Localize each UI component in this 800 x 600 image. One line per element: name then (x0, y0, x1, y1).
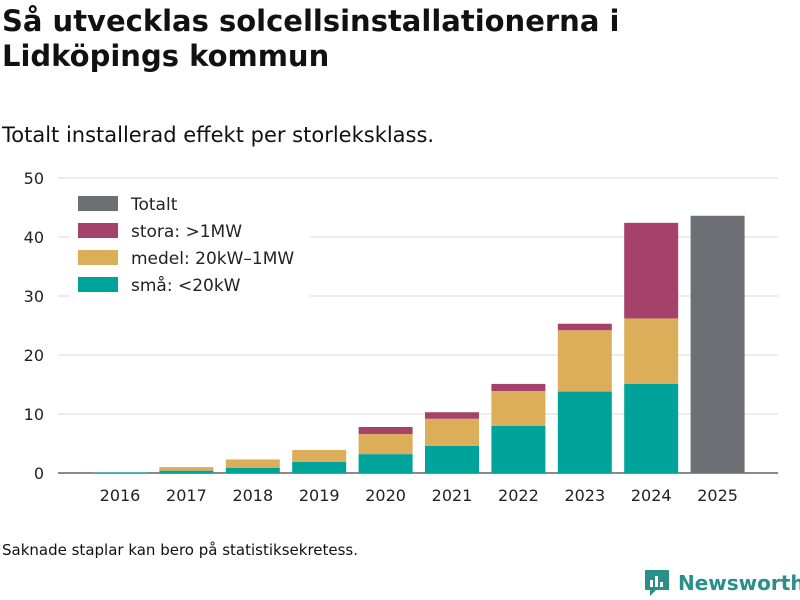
x-tick-label: 2024 (631, 486, 672, 505)
bar-segment (225, 467, 280, 473)
bar-segment (491, 383, 546, 391)
bar-segment (491, 390, 546, 426)
y-tick-label: 20 (24, 346, 44, 365)
bar-segment (93, 472, 147, 473)
bar-chart-icon (645, 570, 669, 596)
x-tick-label: 2018 (232, 486, 273, 505)
y-tick-label: 30 (24, 287, 44, 306)
x-tick-label: 2022 (498, 486, 539, 505)
bar-segment (624, 222, 679, 319)
bar-segment (557, 330, 612, 392)
legend-swatch (78, 196, 118, 211)
bar-segment (225, 459, 280, 468)
legend-label: medel: 20kW–1MW (131, 249, 294, 269)
bar-segment (557, 323, 612, 331)
legend-label: Totalt (130, 195, 178, 215)
legend-swatch (78, 250, 118, 265)
y-tick-label: 50 (24, 169, 44, 188)
x-tick-label: 2020 (365, 486, 406, 505)
legend-swatch (78, 277, 118, 292)
bar-segment (358, 434, 413, 455)
x-tick-label: 2021 (432, 486, 473, 505)
bar-segment (425, 412, 479, 419)
x-tick-label: 2025 (697, 486, 738, 505)
bar-segment (624, 318, 679, 384)
chart-title: Så utvecklas solcellsinstallationerna i … (2, 4, 620, 73)
y-tick-label: 10 (24, 405, 44, 424)
bar-segment (159, 467, 214, 471)
bar-segment (425, 418, 479, 446)
legend-label: små: <20kW (131, 275, 241, 296)
brand-label: Newsworthy (678, 571, 800, 595)
brand-logo: Newsworthy (644, 568, 800, 598)
x-tick-label: 2019 (299, 486, 340, 505)
y-tick-label: 0 (34, 464, 44, 483)
bar-segment (624, 383, 679, 473)
bar-segment (690, 215, 745, 473)
chart-subtitle: Totalt installerad effekt per storlekskl… (2, 123, 435, 147)
bar-segment (292, 449, 347, 462)
bar-segment (292, 461, 347, 473)
footnote: Saknade staplar kan bero på statistiksek… (2, 541, 359, 559)
bar-segment (557, 391, 612, 473)
x-tick-label: 2016 (100, 486, 141, 505)
x-tick-label: 2017 (166, 486, 207, 505)
y-tick-label: 40 (24, 228, 44, 247)
legend-swatch (78, 223, 118, 238)
bar-segment (491, 425, 546, 473)
bar-segment (358, 454, 413, 473)
bar-segment (425, 445, 479, 473)
x-tick-label: 2023 (564, 486, 605, 505)
bar-segment (159, 470, 214, 473)
legend-label: stora: >1MW (131, 222, 242, 242)
bar-segment (358, 426, 413, 435)
